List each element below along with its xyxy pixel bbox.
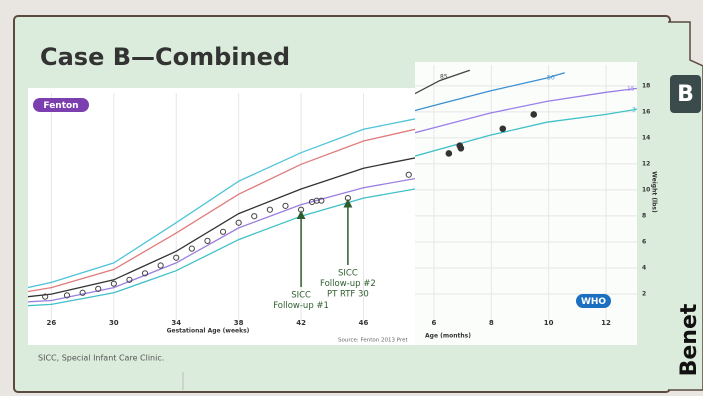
data-point	[126, 276, 133, 283]
y-tick-label: 10	[642, 186, 650, 193]
data-point	[405, 171, 412, 178]
data-point	[235, 219, 242, 226]
chart-badge	[576, 294, 611, 308]
data-point	[79, 289, 86, 296]
fenton-chart: 26 30 34 38 42 46 Fenton Gestational Age (weeks…	[28, 93, 415, 344]
x-tick-label: 34	[171, 319, 181, 327]
x-tick-label: 6	[431, 319, 436, 327]
annotation-text: Follow-up #1	[273, 301, 329, 311]
growth-curve	[28, 157, 415, 298]
tab-strip	[668, 21, 703, 391]
curve-label: 85	[440, 74, 448, 81]
tab-label: B	[677, 82, 694, 107]
data-point	[530, 111, 538, 118]
slide-title: Case B—Combined	[40, 43, 290, 71]
chart-badge-label: Fenton	[43, 101, 78, 111]
annotation-text: PT RTF 30	[327, 290, 369, 300]
growth-curve	[415, 69, 471, 95]
footnote: SICC, Special Infant Care Clinic.	[38, 354, 164, 363]
data-point	[318, 197, 325, 204]
y-tick-label: 18	[642, 82, 650, 89]
x-axis-label: Age (months)	[425, 333, 471, 340]
x-tick-label: 8	[489, 319, 494, 327]
data-point	[204, 237, 211, 244]
annotation-text: SICC	[291, 291, 311, 301]
data-point	[282, 202, 289, 209]
data-point	[266, 206, 273, 213]
x-tick-label: 26	[47, 319, 57, 327]
growth-curve	[415, 87, 637, 134]
growth-curve	[28, 177, 415, 303]
curve-label: 3	[632, 107, 636, 114]
data-point	[219, 228, 227, 235]
x-tick-label: 38	[234, 319, 244, 327]
data-point	[110, 280, 117, 287]
data-point	[63, 292, 71, 299]
y-tick-label: 6	[642, 238, 646, 245]
growth-curve	[28, 128, 415, 293]
x-tick-label: 42	[296, 319, 306, 327]
source: Source: Fenton 2013 Pret	[338, 338, 408, 344]
y-tick-label: 2	[642, 290, 646, 297]
x-tick-label: 10	[544, 319, 554, 327]
curve-label: 15	[627, 86, 635, 93]
y-tick-label: 4	[642, 264, 646, 271]
growth-curve	[28, 188, 415, 307]
y-tick-label: 14	[642, 134, 650, 141]
growth-curve	[415, 108, 637, 157]
y-tick-label: 12	[642, 160, 650, 167]
x-tick-label: 30	[109, 319, 119, 327]
chart-badge	[33, 98, 89, 112]
data-point	[445, 150, 453, 157]
x-tick-label: 46	[359, 319, 369, 327]
data-point	[188, 245, 195, 252]
y-axis-label: Weight (lbs)	[651, 171, 658, 213]
plot-area	[28, 93, 415, 320]
data-point	[313, 197, 320, 204]
who-chart: 6 8 10 12 2 4 6 8 10 12 14 16 18 85 50 15 3 WHO Age (month…	[415, 65, 658, 340]
tab-b[interactable]	[670, 75, 701, 113]
chart-badge-label: WHO	[581, 297, 606, 307]
growth-curve	[415, 72, 565, 112]
data-point	[157, 262, 164, 269]
y-tick-label: 8	[642, 212, 646, 219]
y-tick-label: 16	[642, 108, 650, 115]
x-tick-label: 12	[601, 319, 611, 327]
growth-curve	[28, 118, 415, 289]
data-point	[173, 254, 180, 261]
curve-label: 50	[547, 75, 555, 82]
plot-area	[415, 65, 637, 320]
fenton-panel	[28, 88, 415, 345]
data-point	[251, 213, 258, 220]
tab-label: Benet	[677, 303, 702, 376]
data-point	[42, 293, 49, 300]
annotation-text: Follow-up #2	[320, 279, 376, 289]
annotation-text: SICC	[338, 269, 358, 279]
data-point	[499, 125, 507, 133]
data-point	[457, 144, 465, 152]
x-axis-label: Gestational Age (weeks)	[167, 328, 250, 335]
data-point	[95, 285, 102, 292]
data-point	[141, 270, 149, 277]
